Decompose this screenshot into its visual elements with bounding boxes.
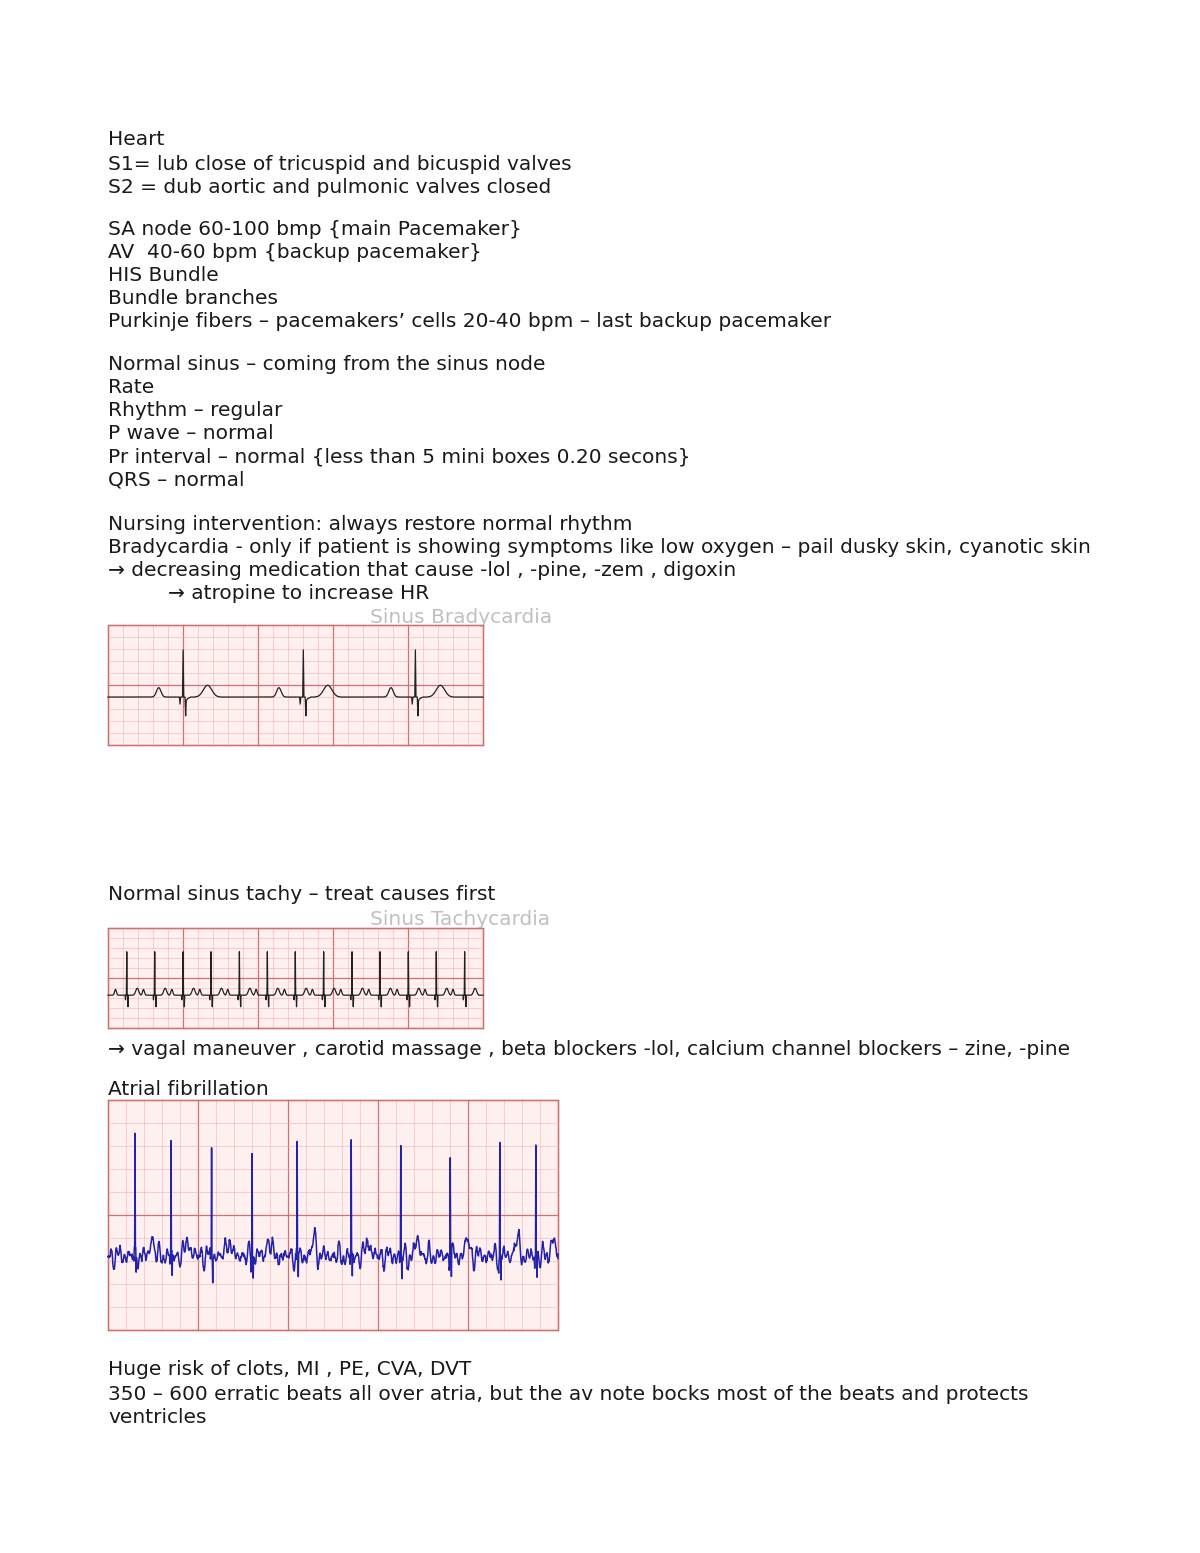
- Text: Bradycardia - only if patient is showing symptoms like low oxygen – pail dusky s: Bradycardia - only if patient is showing…: [108, 537, 1091, 558]
- Text: → decreasing medication that cause -lol , -pine, -zem , digoxin: → decreasing medication that cause -lol …: [108, 561, 737, 579]
- Bar: [108, 1100, 558, 1329]
- Bar: [108, 624, 482, 745]
- Text: S2 = dub aortic and pulmonic valves closed: S2 = dub aortic and pulmonic valves clos…: [108, 179, 551, 197]
- Text: Nursing intervention: always restore normal rhythm: Nursing intervention: always restore nor…: [108, 516, 632, 534]
- Text: ventricles: ventricles: [108, 1409, 206, 1427]
- Text: Normal sinus tachy – treat causes first: Normal sinus tachy – treat causes first: [108, 885, 496, 904]
- Text: HIS Bundle: HIS Bundle: [108, 266, 218, 286]
- Text: Rate: Rate: [108, 377, 155, 398]
- Text: S1= lub close of tricuspid and bicuspid valves: S1= lub close of tricuspid and bicuspid …: [108, 155, 571, 174]
- Text: SA node 60-100 bmp {main Pacemaker}: SA node 60-100 bmp {main Pacemaker}: [108, 221, 522, 239]
- Text: Rhythm – regular: Rhythm – regular: [108, 401, 282, 419]
- Text: QRS – normal: QRS – normal: [108, 471, 245, 489]
- Text: → atropine to increase HR: → atropine to increase HR: [168, 584, 430, 603]
- Text: 350 – 600 erratic beats all over atria, but the av note bocks most of the beats : 350 – 600 erratic beats all over atria, …: [108, 1385, 1028, 1404]
- Text: Atrial fibrillation: Atrial fibrillation: [108, 1079, 269, 1100]
- Text: Pr interval – normal {less than 5 mini boxes 0.20 secons}: Pr interval – normal {less than 5 mini b…: [108, 447, 690, 466]
- Text: Huge risk of clots, MI , PE, CVA, DVT: Huge risk of clots, MI , PE, CVA, DVT: [108, 1360, 472, 1379]
- Text: Sinus Tachycardia: Sinus Tachycardia: [370, 910, 550, 929]
- Text: → vagal maneuver , carotid massage , beta blockers -lol, calcium channel blocker: → vagal maneuver , carotid massage , bet…: [108, 1041, 1070, 1059]
- Text: Sinus Bradycardia: Sinus Bradycardia: [370, 609, 552, 627]
- Text: Bundle branches: Bundle branches: [108, 289, 278, 307]
- Text: AV  40-60 bpm {backup pacemaker}: AV 40-60 bpm {backup pacemaker}: [108, 242, 481, 262]
- Text: Normal sinus – coming from the sinus node: Normal sinus – coming from the sinus nod…: [108, 356, 546, 374]
- Text: Purkinje fibers – pacemakers’ cells 20-40 bpm – last backup pacemaker: Purkinje fibers – pacemakers’ cells 20-4…: [108, 312, 832, 331]
- Text: P wave – normal: P wave – normal: [108, 424, 274, 443]
- Text: Heart: Heart: [108, 130, 164, 149]
- Bar: [108, 929, 482, 1028]
